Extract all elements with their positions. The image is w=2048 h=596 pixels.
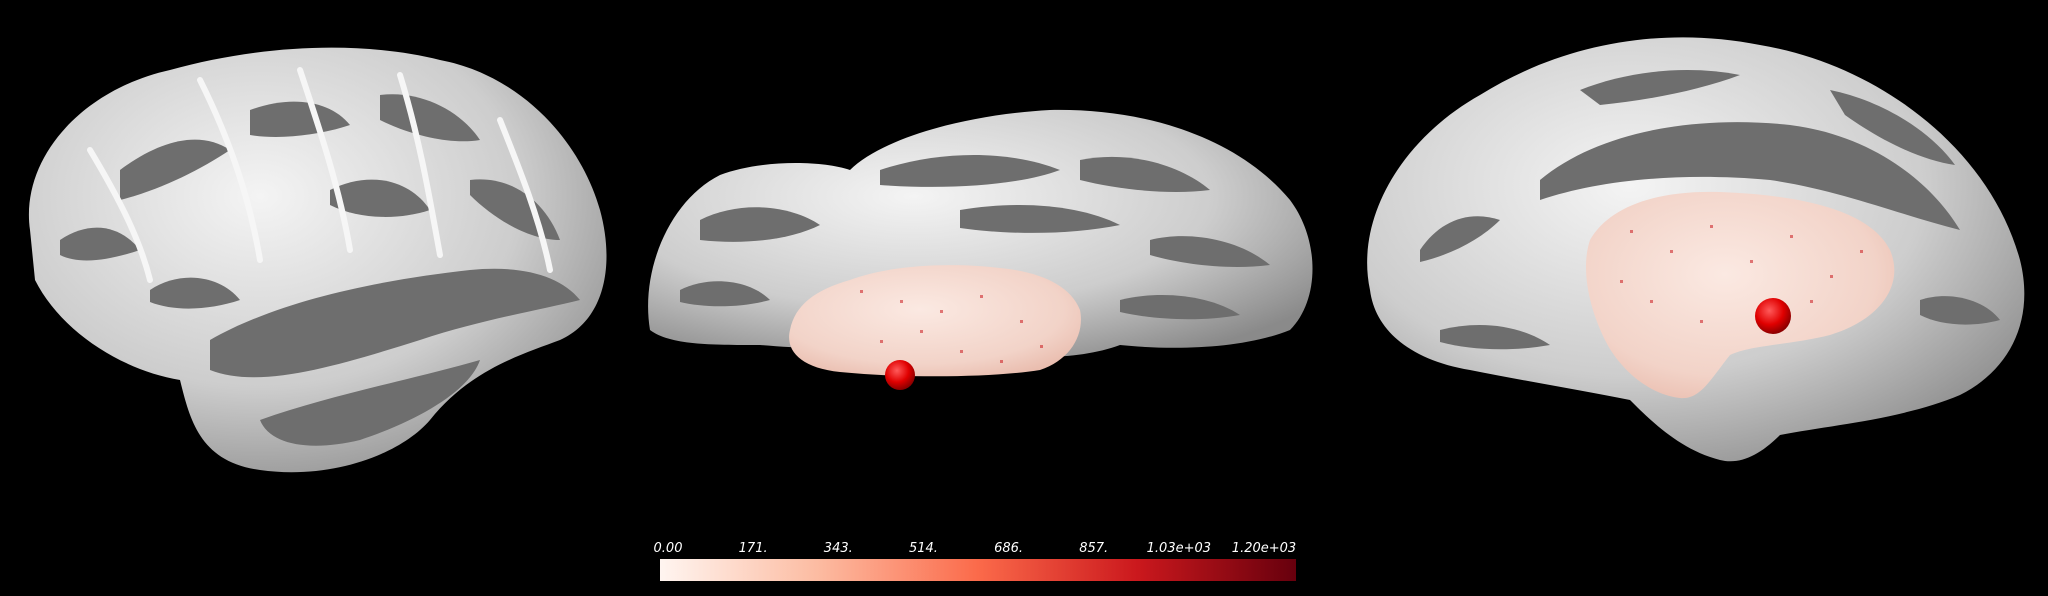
colorbar-gradient (660, 559, 1296, 581)
ventral-sulci (680, 155, 1270, 320)
colorbar-tick-label: 343. (823, 541, 853, 556)
ventral-view (648, 109, 1313, 390)
lateral-view (28, 47, 607, 473)
ventral-activation-speckles (860, 290, 1043, 363)
medial-sulci (1420, 70, 2000, 350)
medial-view (1367, 37, 2025, 462)
colorbar-tick-label: 0.00 (653, 541, 683, 556)
colorbar: 0.00 171. 343. 514. 686. 857. 1.03e+03 1… (654, 541, 1297, 581)
lateral-gyri-highlights (87, 67, 553, 283)
medial-wall (1585, 191, 1895, 399)
colorbar-tick-label: 686. (994, 541, 1024, 556)
lateral-sulci (60, 94, 580, 446)
medial-electrode-marker (1755, 298, 1791, 334)
colorbar-tick-label: 1.03e+03 (1146, 541, 1212, 556)
colorbar-tick-label: 857. (1079, 541, 1109, 556)
colorbar-tick-label: 1.20e+03 (1231, 541, 1297, 556)
colorbar-tick-label: 514. (908, 541, 938, 556)
ventral-electrode-marker (885, 360, 915, 390)
colorbar-tick-label: 171. (738, 541, 768, 556)
